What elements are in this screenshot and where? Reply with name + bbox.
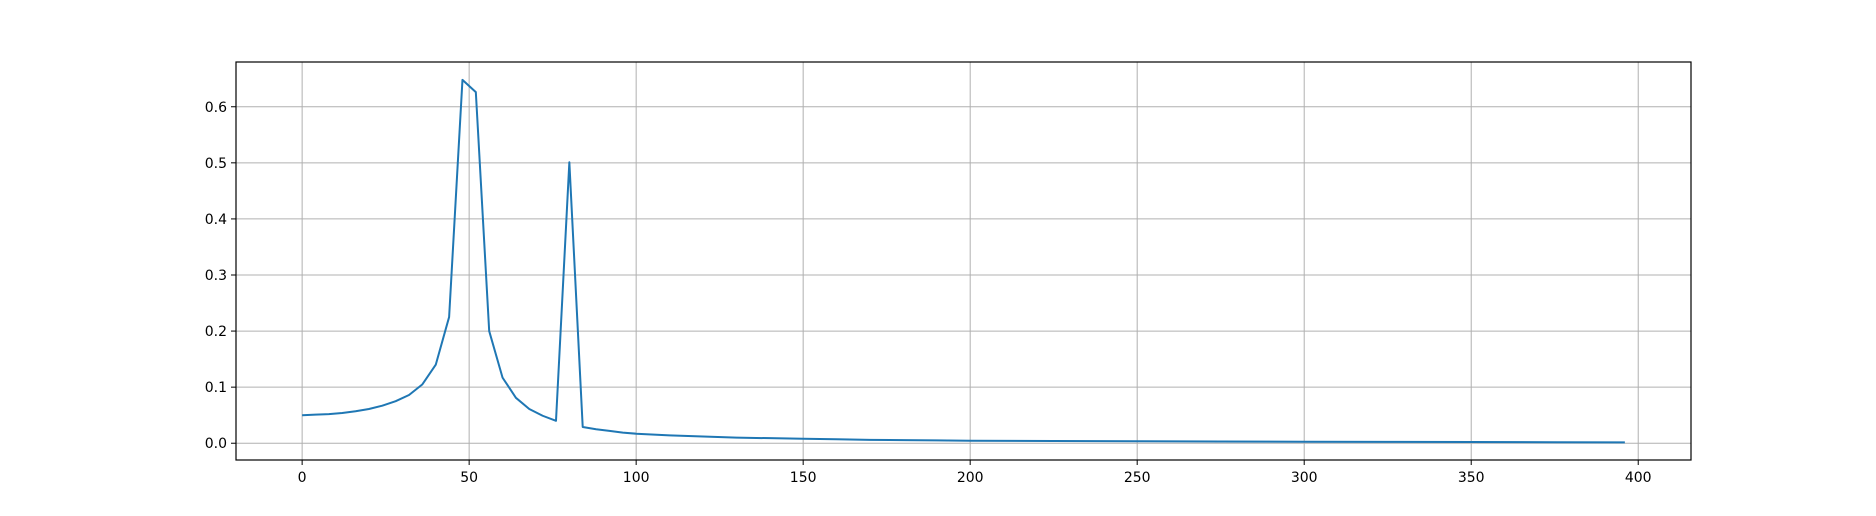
y-tick-label: 0.5: [205, 156, 227, 172]
grid-lines: [236, 62, 1691, 460]
x-tick-label: 250: [1124, 470, 1151, 486]
x-tick-label: 200: [957, 470, 984, 486]
x-tick-label: 150: [790, 470, 817, 486]
y-tick-label: 0.2: [205, 324, 227, 340]
series-line: [302, 78, 1625, 444]
y-tick-label: 0.1: [205, 380, 227, 396]
x-tick-label: 300: [1291, 470, 1318, 486]
y-tick-label: 0.3: [205, 268, 227, 284]
plot-frame: [235, 61, 1692, 461]
x-tick-label: 50: [460, 470, 478, 486]
x-tick-label: 400: [1625, 470, 1652, 486]
axis-ticks: 0 50 100 150 200 250 300 350 400 0.0 0.1 0.2 0.3 0.4 0…: [205, 100, 1652, 486]
y-tick-label: 0.6: [205, 100, 227, 116]
x-tick-label: 0: [298, 470, 307, 486]
x-tick-label: 100: [623, 470, 650, 486]
y-tick-label: 0.4: [205, 212, 227, 228]
x-tick-label: 350: [1458, 470, 1485, 486]
y-tick-label: 0.0: [205, 436, 227, 452]
data-series: [302, 78, 1625, 444]
